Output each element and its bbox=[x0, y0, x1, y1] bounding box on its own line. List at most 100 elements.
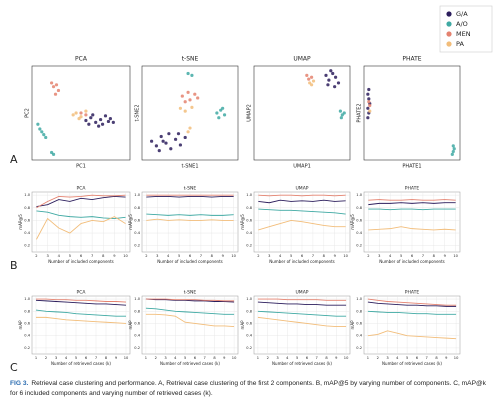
y-tick-label: 0.8 bbox=[246, 309, 252, 313]
caption-label: FIG 3. bbox=[10, 380, 29, 387]
x-tick-label: 9 bbox=[335, 356, 338, 360]
x-tick-label: 9 bbox=[115, 356, 118, 360]
series-line bbox=[258, 208, 346, 215]
x-tick-label: 2 bbox=[257, 254, 259, 258]
scatter-point bbox=[327, 78, 331, 82]
x-tick-label: 9 bbox=[445, 356, 448, 360]
scatter-point bbox=[451, 149, 455, 154]
scatter-point bbox=[79, 111, 83, 115]
plot-frame bbox=[363, 65, 461, 161]
y-tick-label: 0.8 bbox=[24, 206, 30, 210]
y-tick-label: 0.4 bbox=[356, 334, 362, 338]
x-tick-label: 4 bbox=[396, 356, 399, 360]
x-tick-label: 5 bbox=[406, 356, 408, 360]
scatter-point bbox=[94, 120, 98, 124]
scatter-point bbox=[54, 83, 59, 87]
series-line bbox=[367, 301, 457, 307]
scatter-point bbox=[40, 130, 44, 134]
x-tick-label: 6 bbox=[194, 356, 197, 360]
legend-label: A/O bbox=[456, 20, 468, 28]
y-tick-label: 0.6 bbox=[246, 321, 252, 325]
x-tick-label: 4 bbox=[167, 254, 170, 258]
x-tick-label: 7 bbox=[422, 254, 424, 258]
chart-title: PHATE bbox=[405, 290, 420, 296]
y-tick-label: 1.0 bbox=[246, 297, 252, 301]
x-tick-label: 6 bbox=[80, 254, 83, 258]
y-tick-label: 0.8 bbox=[134, 206, 140, 210]
series-line bbox=[367, 310, 457, 315]
y-tick-label: 1.0 bbox=[246, 193, 252, 197]
series-line bbox=[257, 301, 347, 306]
scatter-point bbox=[87, 122, 91, 126]
x-axis-label: Number of retrieved cases (k) bbox=[160, 361, 220, 366]
legend-marker bbox=[446, 41, 452, 47]
y-axis-label: PC2 bbox=[25, 108, 31, 118]
scatter-point bbox=[368, 103, 372, 108]
x-tick-label: 10 bbox=[124, 356, 129, 360]
y-tick-label: 0.2 bbox=[246, 244, 252, 248]
scatter-point bbox=[326, 83, 330, 87]
scatter-point bbox=[84, 118, 88, 123]
scatter-point bbox=[38, 127, 42, 131]
x-axis-label: Number of included components bbox=[157, 259, 222, 264]
x-tick-label: 2 bbox=[45, 356, 47, 360]
x-tick-label: 6 bbox=[416, 356, 419, 360]
y-axis-label: mAP bbox=[128, 320, 133, 330]
scatter-point bbox=[77, 117, 81, 121]
scatter-point bbox=[53, 92, 58, 96]
y-axis-label: mAP bbox=[18, 320, 23, 330]
scatter-point bbox=[331, 71, 335, 76]
y-tick-label: 1.0 bbox=[24, 193, 30, 197]
x-tick-label: 4 bbox=[286, 356, 289, 360]
x-axis-label: PC1 bbox=[76, 164, 86, 170]
y-tick-label: 0.4 bbox=[356, 231, 362, 235]
series-line bbox=[36, 195, 126, 207]
series-line bbox=[258, 219, 346, 231]
y-tick-label: 1.0 bbox=[134, 193, 140, 197]
x-tick-label: 3 bbox=[55, 356, 57, 360]
scatter-point bbox=[366, 106, 370, 110]
chart-title: PCA bbox=[77, 290, 87, 296]
chart-title: UMAP bbox=[296, 290, 309, 296]
x-tick-label: 4 bbox=[279, 254, 282, 258]
x-tick-label: 1 bbox=[145, 356, 147, 360]
x-tick-label: 6 bbox=[85, 356, 88, 360]
scatter-point bbox=[111, 120, 115, 124]
x-tick-label: 5 bbox=[400, 254, 402, 258]
plot-frame bbox=[31, 295, 131, 355]
x-tick-label: 10 bbox=[232, 356, 237, 360]
y-tick-label: 0.4 bbox=[134, 231, 140, 235]
scatter-point bbox=[368, 109, 372, 113]
scatter-point bbox=[311, 79, 316, 83]
x-tick-label: 5 bbox=[69, 254, 71, 258]
chart-title: PHATE bbox=[405, 186, 420, 192]
series-line bbox=[368, 199, 456, 201]
x-tick-label: 10 bbox=[454, 356, 459, 360]
scatter-point bbox=[36, 122, 40, 126]
x-tick-label: 9 bbox=[113, 254, 116, 258]
x-tick-label: 9 bbox=[334, 254, 337, 258]
series-line bbox=[368, 226, 456, 231]
x-tick-label: 7 bbox=[426, 356, 428, 360]
x-tick-label: 2 bbox=[145, 254, 147, 258]
y-tick-label: 1.0 bbox=[356, 193, 362, 197]
y-tick-label: 0.2 bbox=[134, 346, 140, 350]
x-axis-label: Number of included components bbox=[379, 259, 444, 264]
scatter-point bbox=[307, 77, 311, 81]
y-tick-label: 0.4 bbox=[24, 231, 30, 235]
plot-frame bbox=[253, 295, 351, 355]
y-tick-label: 0.6 bbox=[356, 218, 362, 222]
scatter-point bbox=[336, 81, 341, 85]
y-tick-label: 0.8 bbox=[24, 309, 30, 313]
scatter-point bbox=[310, 75, 314, 79]
chart-title: PCA bbox=[77, 186, 87, 192]
scatter-point bbox=[305, 73, 309, 77]
x-tick-label: 9 bbox=[222, 254, 225, 258]
x-tick-label: 4 bbox=[389, 254, 392, 258]
scatter-point bbox=[84, 109, 88, 113]
series-line bbox=[257, 310, 347, 317]
chart-title: PCA bbox=[75, 56, 88, 63]
scatter-point bbox=[56, 88, 61, 93]
plot-frame bbox=[141, 65, 239, 161]
